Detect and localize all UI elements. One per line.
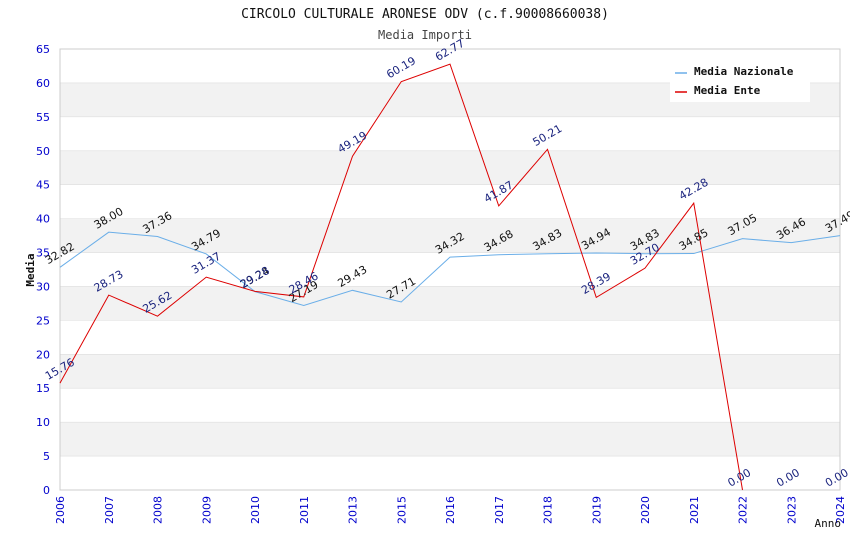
plot-area bbox=[59, 48, 841, 491]
data-label: 0.00 bbox=[774, 466, 802, 490]
y-tick-label: 45 bbox=[36, 179, 50, 192]
x-tick-label: 2015 bbox=[395, 496, 408, 524]
x-tick-label: 2010 bbox=[249, 496, 262, 524]
grid-lines bbox=[60, 48, 840, 491]
x-tick-label: 2013 bbox=[347, 496, 360, 524]
x-tick-label: 2018 bbox=[542, 496, 555, 524]
grid-band bbox=[60, 422, 840, 457]
y-tick-label: 0 bbox=[43, 484, 50, 497]
grid-band bbox=[60, 218, 840, 253]
x-tick-label: 2019 bbox=[590, 496, 603, 524]
x-tick-label: 2023 bbox=[785, 496, 798, 524]
legend-label-media-ente: Media Ente bbox=[694, 84, 761, 97]
y-axis: 0 5 10 15 20 25 30 35 40 45 50 55 60 65 bbox=[36, 43, 50, 497]
x-tick-label: 2020 bbox=[639, 496, 652, 524]
x-tick-label: 2016 bbox=[444, 496, 457, 524]
y-tick-label: 10 bbox=[36, 416, 50, 429]
x-tick-label: 2007 bbox=[103, 496, 116, 524]
x-axis-label: Anno bbox=[815, 517, 842, 530]
y-tick-label: 60 bbox=[36, 77, 50, 90]
y-tick-label: 35 bbox=[36, 247, 50, 260]
grid-band bbox=[60, 286, 840, 321]
legend: Media Nazionale Media Ente bbox=[670, 60, 810, 102]
data-label: 0.00 bbox=[823, 466, 850, 490]
x-tick-label: 2009 bbox=[200, 496, 213, 524]
y-tick-label: 65 bbox=[36, 43, 50, 56]
grid-bands bbox=[60, 82, 840, 457]
y-tick-label: 30 bbox=[36, 280, 50, 293]
y-axis-label: Media bbox=[24, 253, 37, 286]
y-tick-label: 55 bbox=[36, 111, 50, 124]
y-tick-label: 40 bbox=[36, 213, 50, 226]
y-tick-label: 25 bbox=[36, 314, 50, 327]
data-label: 37.49 bbox=[823, 208, 850, 235]
y-tick-label: 50 bbox=[36, 145, 50, 158]
legend-label-media-nazionale: Media Nazionale bbox=[694, 65, 794, 78]
data-label: 29.43 bbox=[336, 263, 370, 290]
data-label: 50.21 bbox=[531, 122, 565, 149]
x-tick-label: 2008 bbox=[152, 496, 165, 524]
chart-title: CIRCOLO CULTURALE ARONESE ODV (c.f.90008… bbox=[241, 7, 609, 22]
x-tick-label: 2011 bbox=[298, 496, 311, 524]
y-tick-label: 20 bbox=[36, 348, 50, 361]
chart-subtitle: Media Importi bbox=[378, 28, 472, 42]
series-line-media-nazionale bbox=[59, 231, 841, 307]
series-line-media-ente bbox=[59, 63, 743, 491]
grid-band bbox=[60, 354, 840, 389]
series-lines bbox=[59, 63, 841, 491]
x-tick-label: 2021 bbox=[688, 496, 701, 524]
x-tick-label: 2024 bbox=[834, 496, 847, 524]
data-label: 0.00 bbox=[726, 466, 754, 490]
y-tick-label: 15 bbox=[36, 382, 50, 395]
x-axis: 2006 2007 2008 2009 2010 2011 2013 2015 2016 2017… bbox=[54, 496, 847, 524]
x-tick-label: 2017 bbox=[493, 496, 506, 524]
legend-box bbox=[670, 60, 810, 102]
grid-band bbox=[60, 150, 840, 185]
x-tick-label: 2022 bbox=[737, 496, 750, 524]
y-tick-label: 5 bbox=[43, 450, 50, 463]
x-tick-label: 2006 bbox=[54, 496, 67, 524]
